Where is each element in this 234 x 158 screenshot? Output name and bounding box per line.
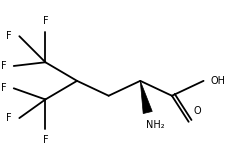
Text: F: F <box>6 31 12 41</box>
Text: F: F <box>43 135 48 145</box>
Text: O: O <box>193 106 201 116</box>
Text: F: F <box>1 61 6 71</box>
Text: OH: OH <box>211 76 226 86</box>
Text: F: F <box>1 83 6 93</box>
Polygon shape <box>140 81 152 114</box>
Text: NH₂: NH₂ <box>146 120 165 130</box>
Text: F: F <box>6 113 12 123</box>
Text: F: F <box>43 16 48 26</box>
